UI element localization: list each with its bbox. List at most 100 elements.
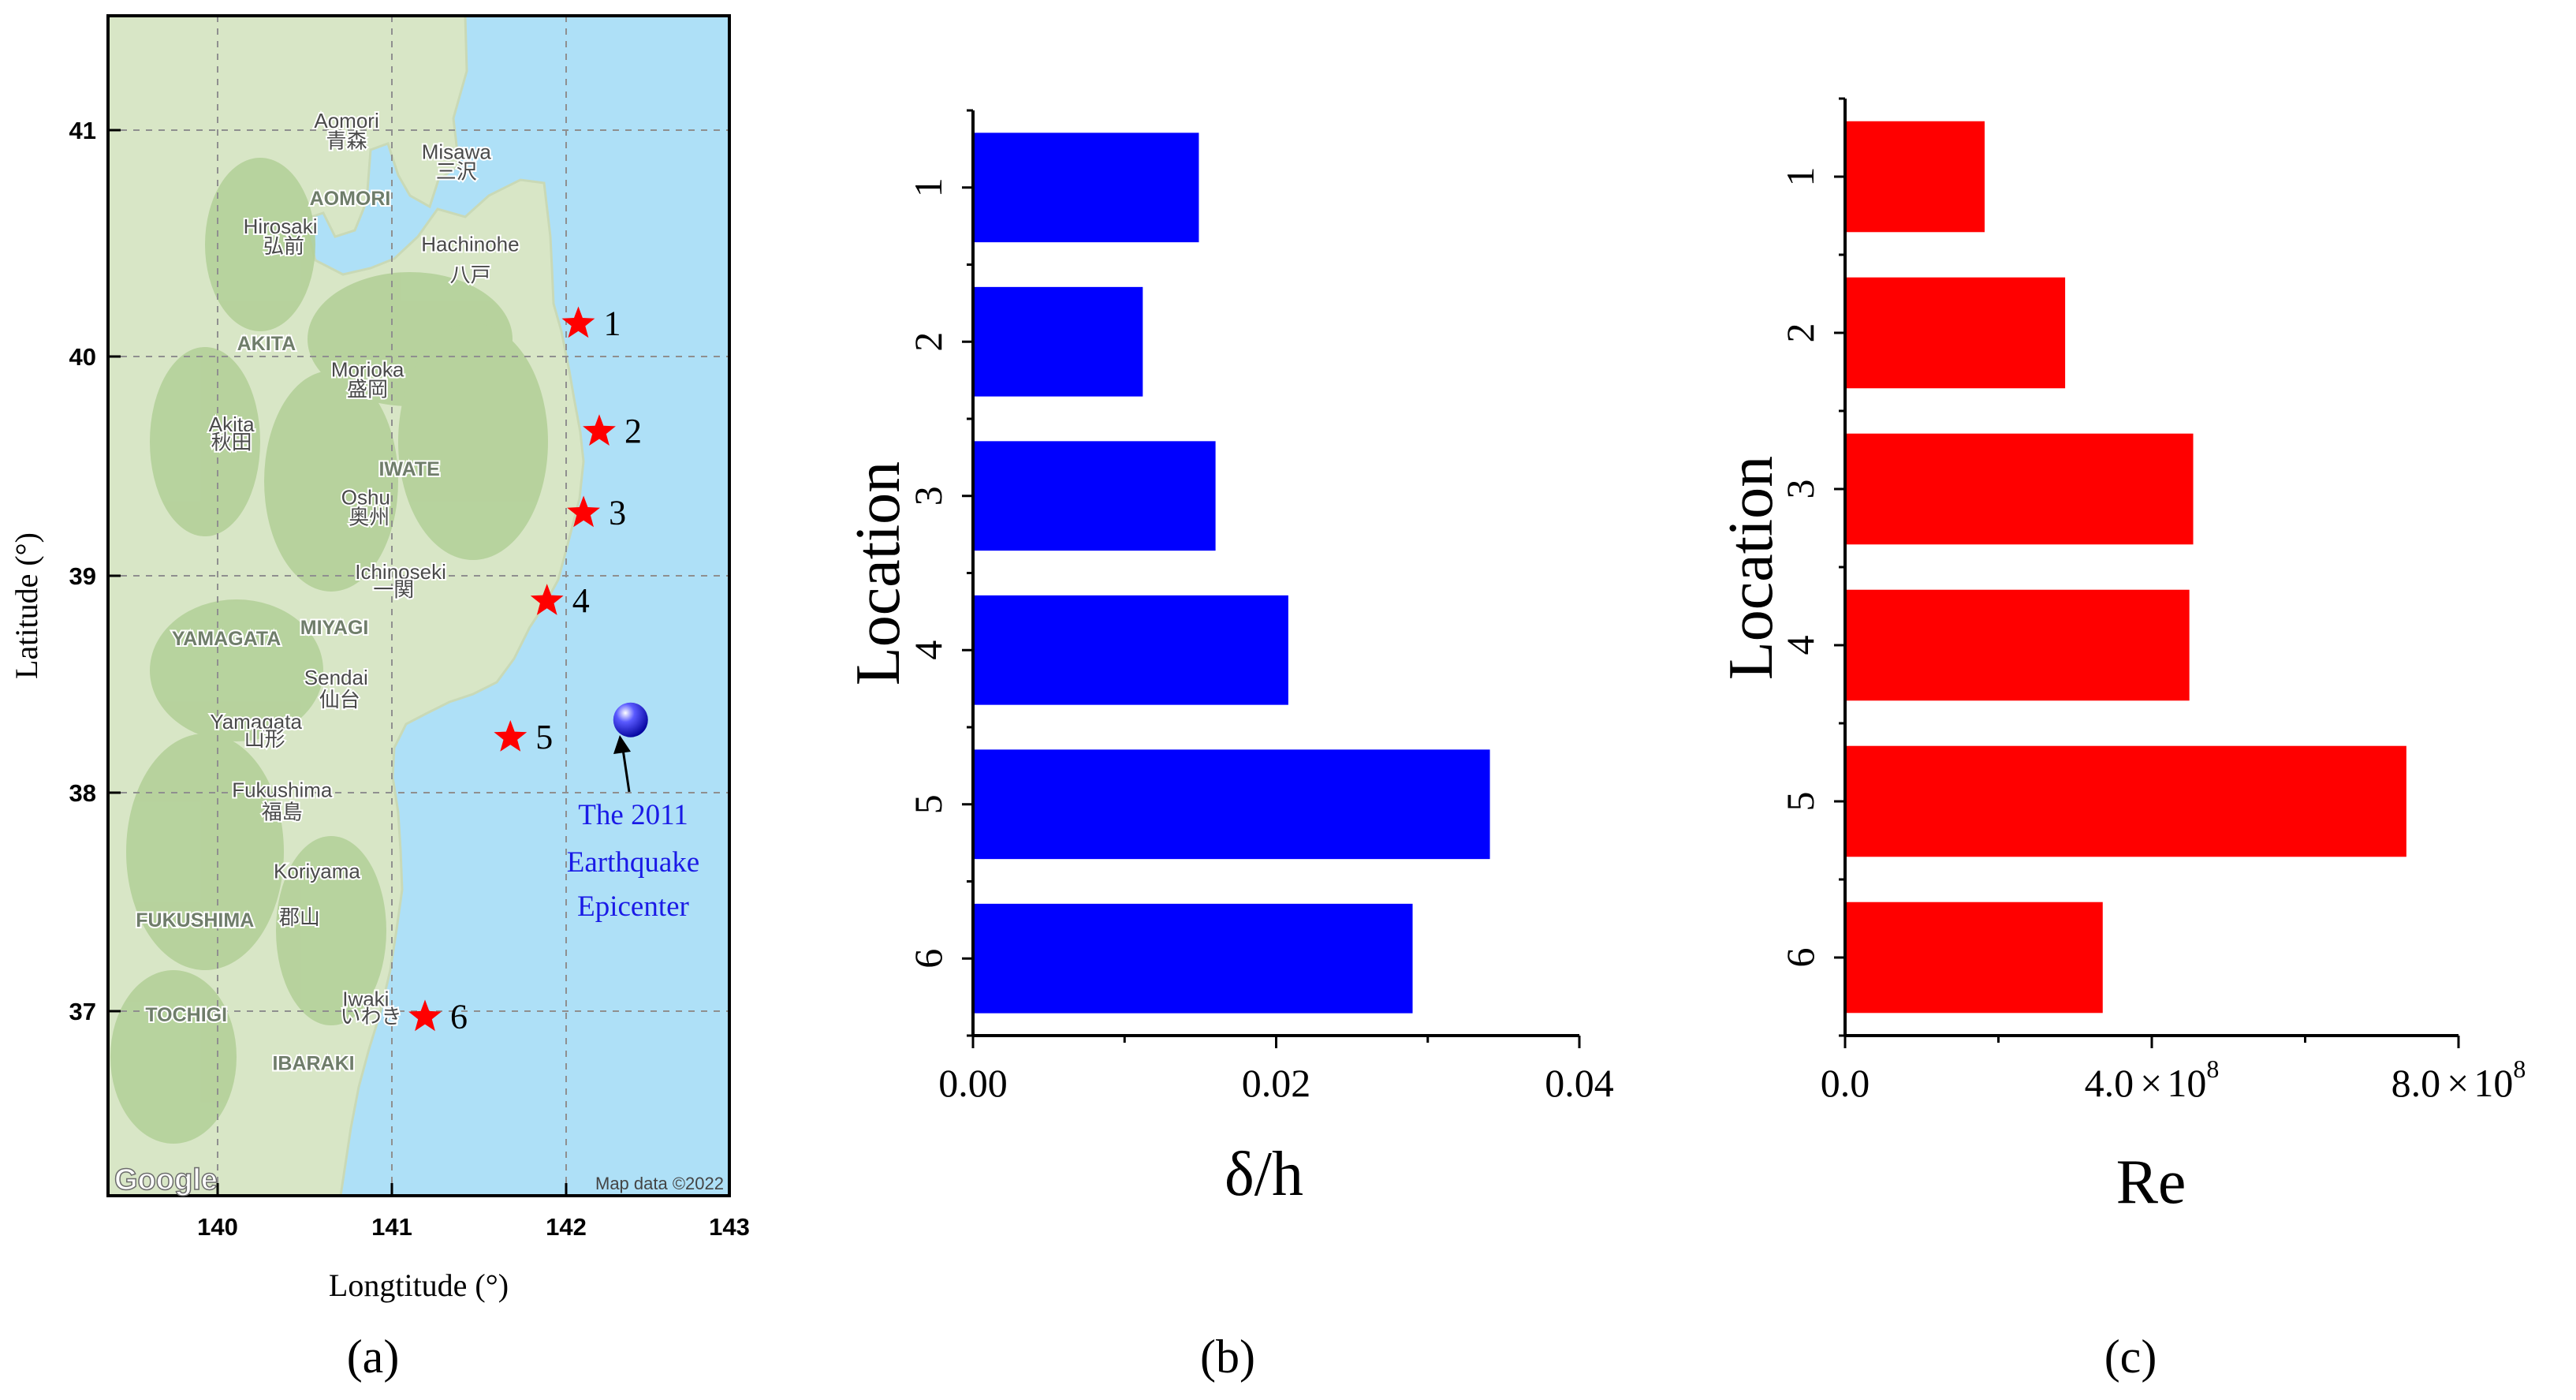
panel-b-category-labels: 1 2 3 4 5 6 <box>906 177 950 969</box>
location-star-1 <box>561 306 595 338</box>
map-place-label: 仙台 <box>319 688 360 711</box>
map-place-label: Akita <box>209 413 255 436</box>
map-y-tick-label: 40 <box>69 343 96 371</box>
map-place-label: FUKUSHIMA <box>136 909 254 931</box>
delta-h-bars <box>973 133 1490 1014</box>
google-logo: Google <box>114 1163 218 1197</box>
location-star-label: 4 <box>572 581 590 620</box>
epicenter-arrowhead <box>613 735 631 754</box>
map-place-label: Fukushima <box>232 778 333 801</box>
location-star-4 <box>530 584 564 615</box>
bar-location-1 <box>1845 121 1985 233</box>
map-y-axis-label: Latitude (°) <box>9 532 44 679</box>
map-place-label: 郡山 <box>279 905 320 929</box>
bar-location-3 <box>973 441 1216 551</box>
location-star-label: 3 <box>609 493 626 532</box>
x-tick-base: 10 <box>2167 1061 2206 1105</box>
map-place-label: いわき <box>340 1005 401 1029</box>
map-place-label: Aomori <box>314 109 378 133</box>
panel-c-category-labels: 1 2 3 4 5 6 <box>1778 167 1822 968</box>
map-place-label: 奥州 <box>349 505 390 528</box>
epicenter-arrow <box>621 749 631 793</box>
x-tick-label: 0.00 <box>938 1061 1008 1105</box>
map-place-label: Sendai <box>304 666 368 689</box>
epicenter-label-line1: The 2011 <box>578 799 688 831</box>
bar-location-2 <box>1845 277 2066 389</box>
x-tick-label: 8.0 × 108 <box>2391 1055 2526 1105</box>
bar-location-6 <box>973 903 1413 1014</box>
category-label: 3 <box>906 486 950 506</box>
x-tick-base: 10 <box>2473 1061 2513 1105</box>
map-place-label: AOMORI <box>310 188 391 210</box>
map-place-label: 八戸 <box>449 263 490 287</box>
category-label: 5 <box>906 794 950 814</box>
reynolds-bars <box>1845 121 2406 1014</box>
map-place-label: 一関 <box>373 577 414 601</box>
location-star-label: 5 <box>535 718 553 756</box>
map-y-tick-labels: 41 40 39 38 37 <box>69 117 96 1025</box>
x-tick-mantissa: 4.0 <box>2085 1061 2134 1105</box>
location-star-label: 6 <box>450 997 468 1036</box>
bar-location-2 <box>973 286 1143 397</box>
map-place-label: AKITA <box>237 333 296 355</box>
panel-b-x-axis-label: δ/h <box>1225 1140 1303 1209</box>
map-y-tick-label: 39 <box>69 562 96 590</box>
forest-areas <box>110 158 548 1144</box>
x-tick-label: 0.0 <box>1821 1061 1870 1105</box>
epicenter-marker <box>613 702 648 737</box>
x-tick-label: 0.02 <box>1242 1061 1311 1105</box>
location-star-label: 1 <box>603 304 621 343</box>
x-tick-mantissa: 0.0 <box>1821 1061 1870 1105</box>
x-tick-label: 0.04 <box>1545 1061 1614 1105</box>
map-x-tick-labels: 140 141 142 143 <box>197 1213 750 1241</box>
map-grid <box>108 16 729 1196</box>
map-place-label: Hirosaki <box>244 215 318 238</box>
x-tick-mantissa: 8.0 <box>2391 1061 2441 1105</box>
bar-location-1 <box>973 133 1199 243</box>
map-place-label: Koriyama <box>274 860 360 883</box>
map-place-label: Morioka <box>331 357 404 381</box>
location-markers: 1 2 3 4 5 6 <box>408 304 642 1036</box>
map-place-label: YAMAGATA <box>172 628 281 650</box>
category-label: 1 <box>1778 167 1822 187</box>
category-label: 6 <box>1778 948 1822 968</box>
map-y-tick-label: 37 <box>69 998 96 1025</box>
location-star-3 <box>567 495 600 528</box>
panel-b-x-tick-labels: 0.00 0.02 0.04 <box>938 1061 1614 1105</box>
x-tick-exponent: 8 <box>2206 1055 2219 1083</box>
bar-location-5 <box>1845 745 2406 857</box>
map-x-tick-label: 142 <box>546 1213 587 1241</box>
x-tick-times: × <box>2447 1061 2469 1105</box>
panel-c-x-axis-label: Re <box>2116 1148 2186 1217</box>
map-place-label: 福島 <box>262 800 303 823</box>
panel-b-ticks <box>962 109 1581 1048</box>
map-x-tick-label: 141 <box>371 1213 412 1241</box>
map-place-label: 山形 <box>244 727 285 751</box>
map-place-label: 盛岡 <box>347 378 388 401</box>
map-attribution: Map data ©2022 <box>595 1174 724 1193</box>
bar-location-5 <box>973 749 1490 860</box>
bar-location-6 <box>1845 902 2103 1014</box>
category-label: 1 <box>906 177 950 197</box>
map-place-label: IBARAKI <box>272 1052 354 1074</box>
panel-c-x-tick-labels: 0.0 4.0 × 108 8.0 × 108 <box>1821 1055 2526 1105</box>
category-label: 2 <box>1778 323 1822 343</box>
bar-location-4 <box>1845 589 2190 701</box>
map-place-label: Misawa <box>422 140 492 163</box>
category-label: 6 <box>906 949 950 969</box>
category-label: 4 <box>1778 636 1822 655</box>
bar-location-3 <box>1845 433 2194 545</box>
map-place-label: Yamagata <box>210 710 302 734</box>
panel-c-ticks <box>1834 97 2460 1048</box>
map-place-label: 青森 <box>326 129 367 152</box>
map-place-label: IWATE <box>378 458 439 480</box>
map-x-ticks <box>216 1183 731 1196</box>
map-place-label: Oshu <box>341 485 390 509</box>
map-frame <box>106 14 731 1197</box>
panel-c-label: (c) <box>2104 1331 2157 1383</box>
